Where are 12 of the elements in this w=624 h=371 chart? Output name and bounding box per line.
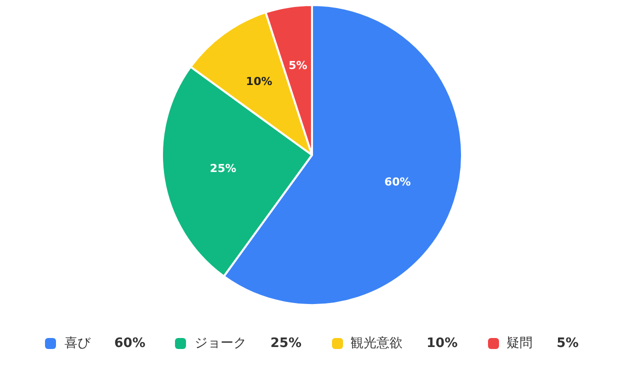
legend-label: ジョーク — [194, 335, 246, 352]
text: 10% — [426, 336, 458, 350]
legend-label: 喜び — [64, 335, 90, 352]
data-label: 25% — [210, 162, 236, 175]
text: 25% — [270, 336, 302, 350]
data-label: 5% — [288, 58, 308, 72]
data-label: 10% — [246, 75, 272, 88]
text: 5% — [556, 336, 579, 350]
text: 60% — [114, 336, 146, 350]
data-label: 60% — [384, 176, 411, 189]
legend-label: 観光意欲 — [350, 335, 403, 352]
legend-label: 疑問 — [506, 335, 533, 352]
